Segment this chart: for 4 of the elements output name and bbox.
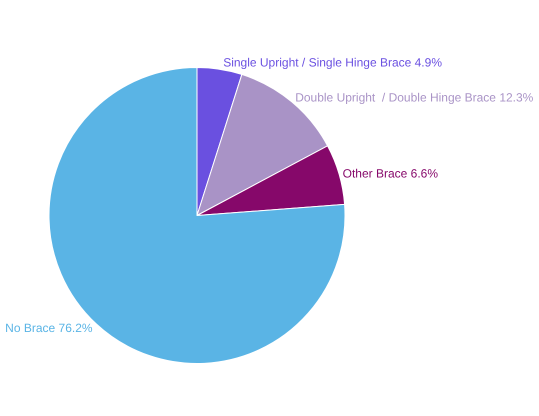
slice-label: No Brace 76.2% (5, 320, 93, 335)
slice-label: Double Upright / Double Hinge Brace 12.3% (295, 90, 534, 105)
slice-label: Other Brace 6.6% (342, 166, 438, 181)
slice-label: Single Upright / Single Hinge Brace 4.9% (223, 55, 442, 70)
